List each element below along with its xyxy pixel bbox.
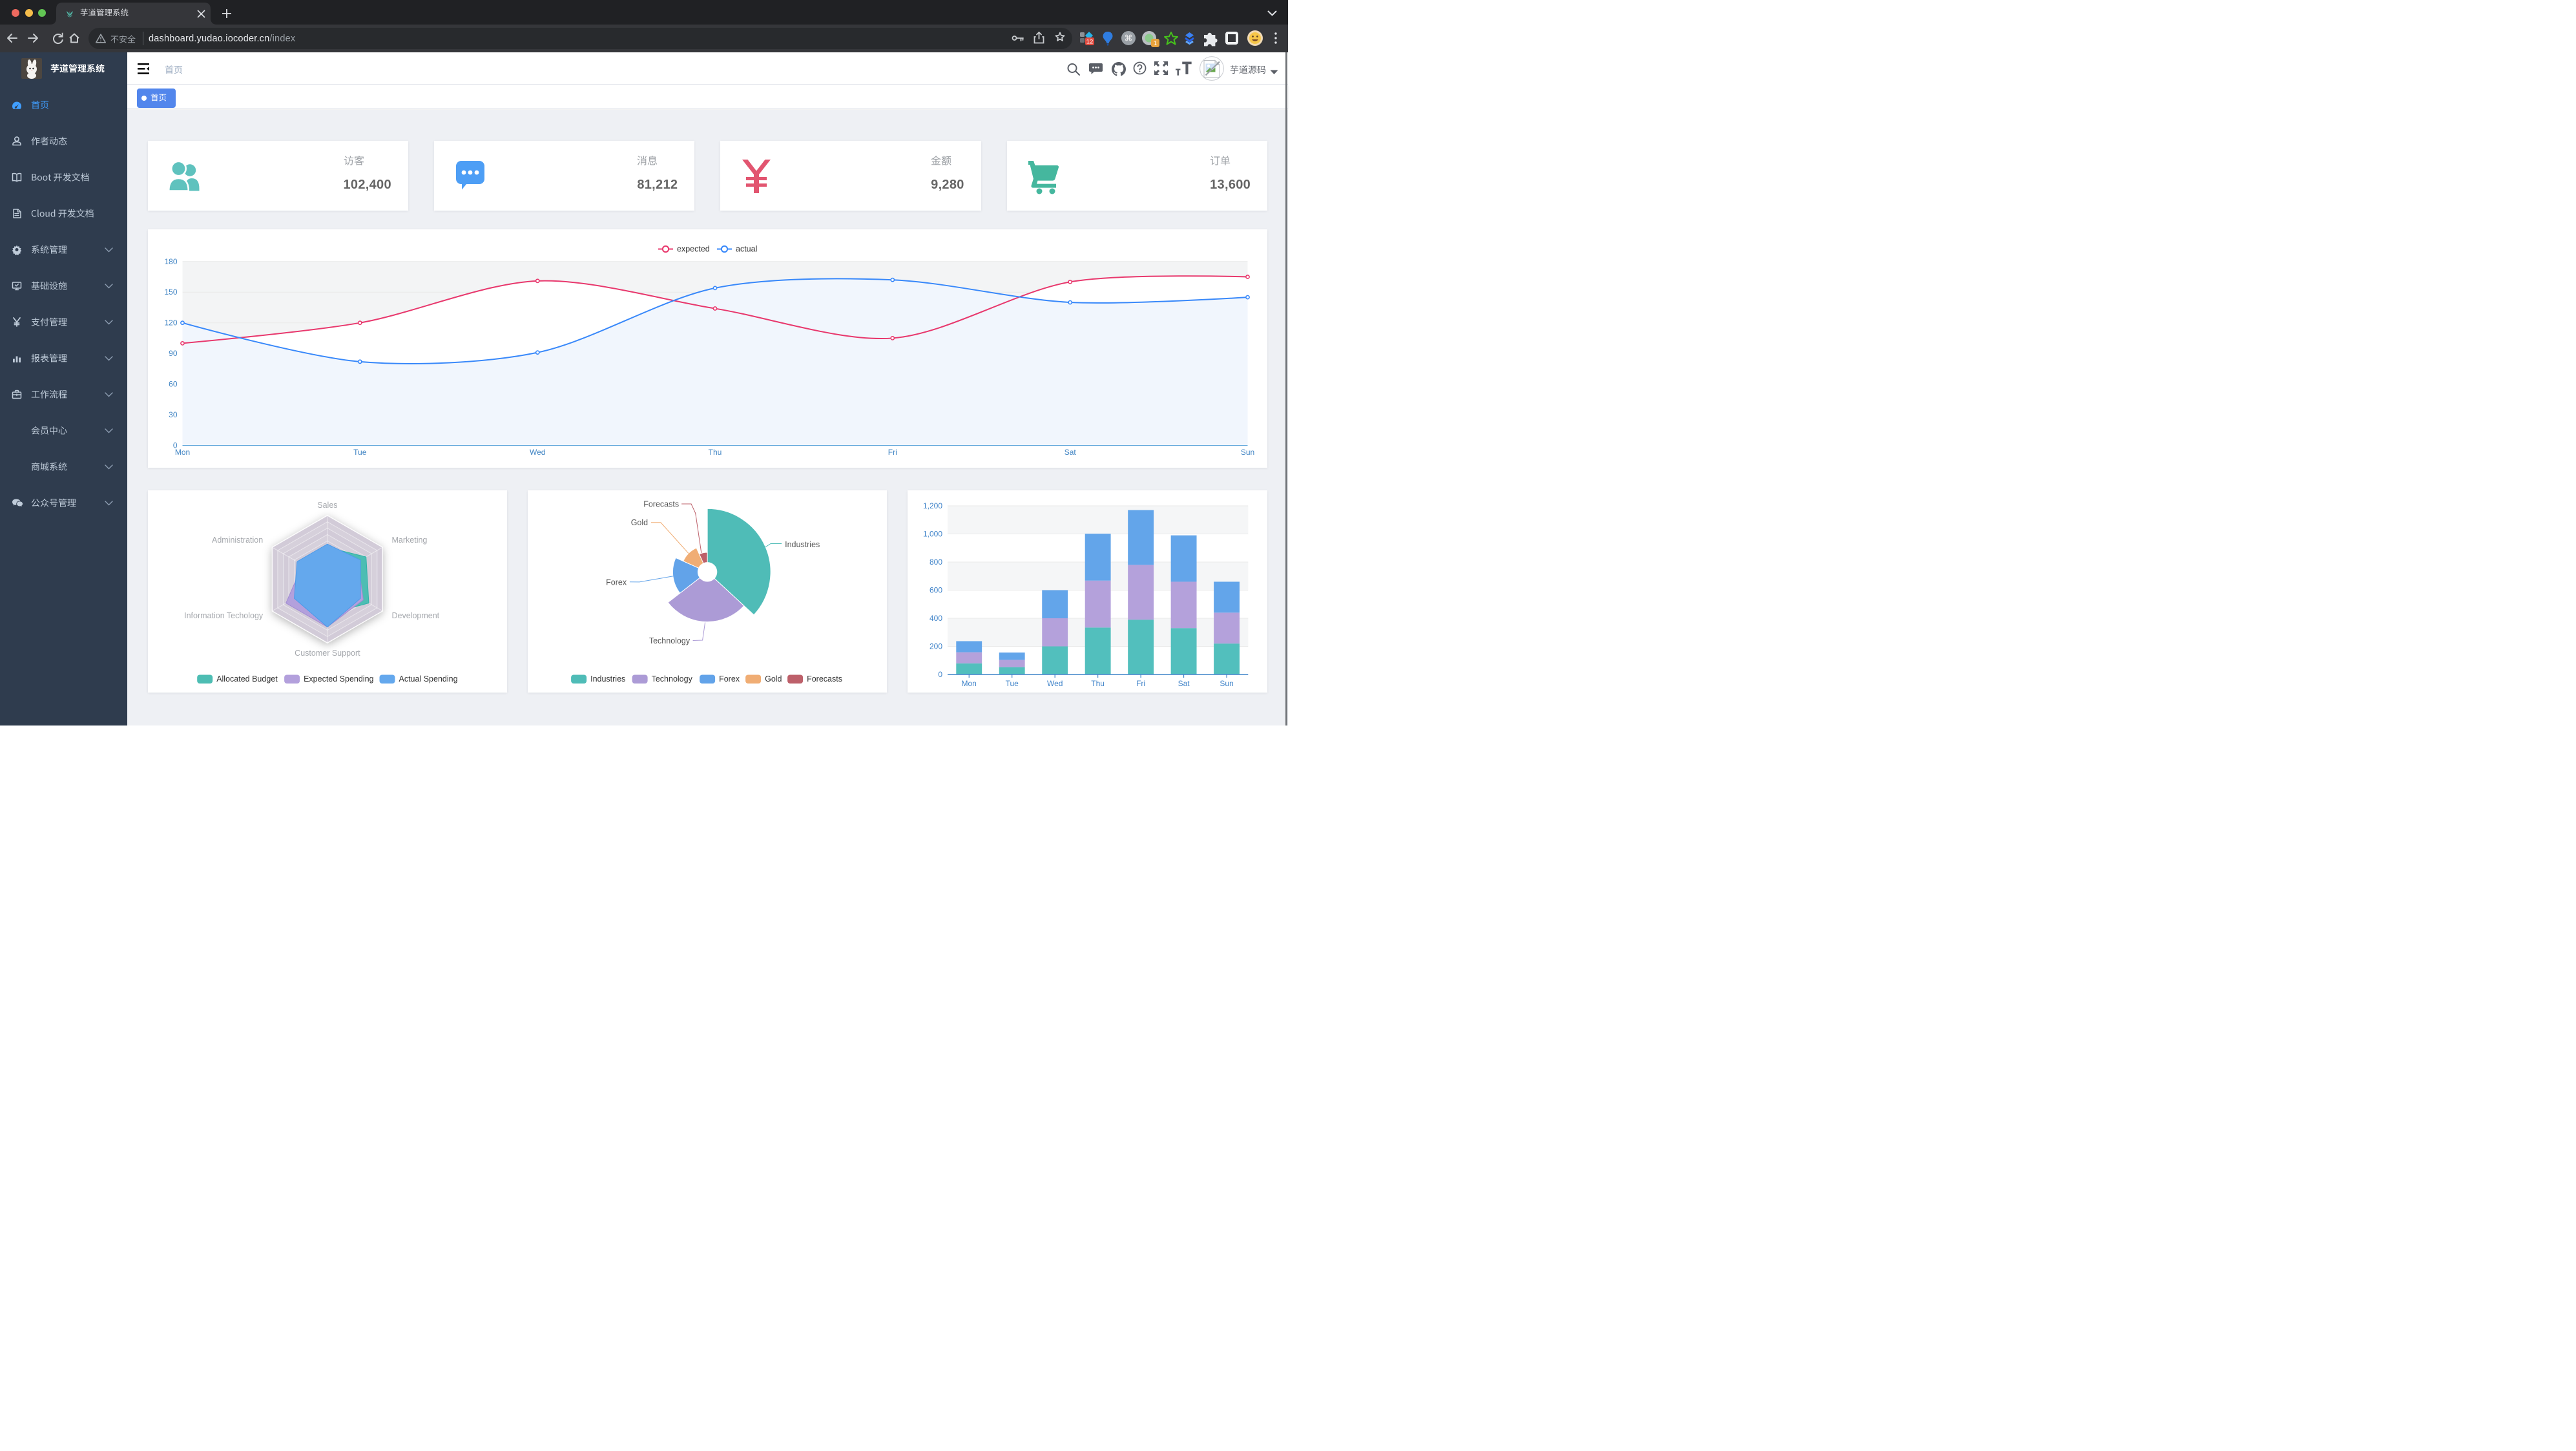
svg-text:Allocated Budget: Allocated Budget <box>216 674 278 684</box>
svg-text:Development: Development <box>391 611 439 620</box>
svg-text:actual: actual <box>736 245 757 254</box>
svg-text:Sales: Sales <box>317 501 337 510</box>
svg-text:Mon: Mon <box>962 679 977 688</box>
svg-text:Tue: Tue <box>353 448 367 457</box>
svg-text:Thu: Thu <box>708 448 722 457</box>
svg-text:Information Techology: Information Techology <box>184 611 264 620</box>
svg-text:0: 0 <box>939 670 943 679</box>
svg-text:800: 800 <box>930 558 942 567</box>
svg-text:Forecasts: Forecasts <box>807 674 842 684</box>
svg-text:1: 1 <box>1154 40 1158 47</box>
svg-text:Customer Support: Customer Support <box>295 649 360 658</box>
svg-text:Industries: Industries <box>590 674 625 684</box>
svg-text:Sun: Sun <box>1220 679 1234 688</box>
svg-text:expected: expected <box>677 245 710 254</box>
svg-text:120: 120 <box>164 318 177 328</box>
svg-text:Mon: Mon <box>174 448 189 457</box>
svg-text:Administration: Administration <box>211 536 262 545</box>
svg-text:Sat: Sat <box>1178 679 1190 688</box>
svg-text:Sun: Sun <box>1240 448 1254 457</box>
svg-text:Gold: Gold <box>765 674 782 684</box>
svg-text:1,200: 1,200 <box>923 501 942 510</box>
svg-text:180: 180 <box>164 257 177 266</box>
svg-text:Industries: Industries <box>785 540 820 549</box>
svg-text:90: 90 <box>169 349 178 358</box>
svg-text:Wed: Wed <box>1047 679 1063 688</box>
svg-text:Gold: Gold <box>631 518 648 527</box>
svg-text:Marketing: Marketing <box>391 536 427 545</box>
svg-text:Actual Spending: Actual Spending <box>399 674 457 684</box>
svg-text:200: 200 <box>930 642 942 651</box>
svg-text:600: 600 <box>930 586 942 595</box>
svg-text:60: 60 <box>169 380 178 389</box>
svg-text:30: 30 <box>169 410 178 419</box>
svg-text:Sat: Sat <box>1064 448 1076 457</box>
svg-text:400: 400 <box>930 614 942 623</box>
svg-text:1,000: 1,000 <box>923 530 942 539</box>
svg-text:Technology: Technology <box>651 674 692 684</box>
svg-text:Fri: Fri <box>1136 679 1145 688</box>
svg-text:Technology: Technology <box>649 636 691 645</box>
svg-text:Fri: Fri <box>888 448 897 457</box>
svg-text:Expected Spending: Expected Spending <box>304 674 373 684</box>
svg-text:Forex: Forex <box>719 674 740 684</box>
svg-text:Thu: Thu <box>1092 679 1105 688</box>
svg-text:0: 0 <box>172 441 177 450</box>
svg-text:Wed: Wed <box>529 448 545 457</box>
svg-text:Forex: Forex <box>606 578 627 587</box>
svg-text:12: 12 <box>1086 39 1094 46</box>
svg-text:⌘: ⌘ <box>1125 34 1133 43</box>
svg-text:Forecasts: Forecasts <box>643 500 679 509</box>
svg-text:Tue: Tue <box>1006 679 1019 688</box>
svg-text:150: 150 <box>164 287 177 297</box>
